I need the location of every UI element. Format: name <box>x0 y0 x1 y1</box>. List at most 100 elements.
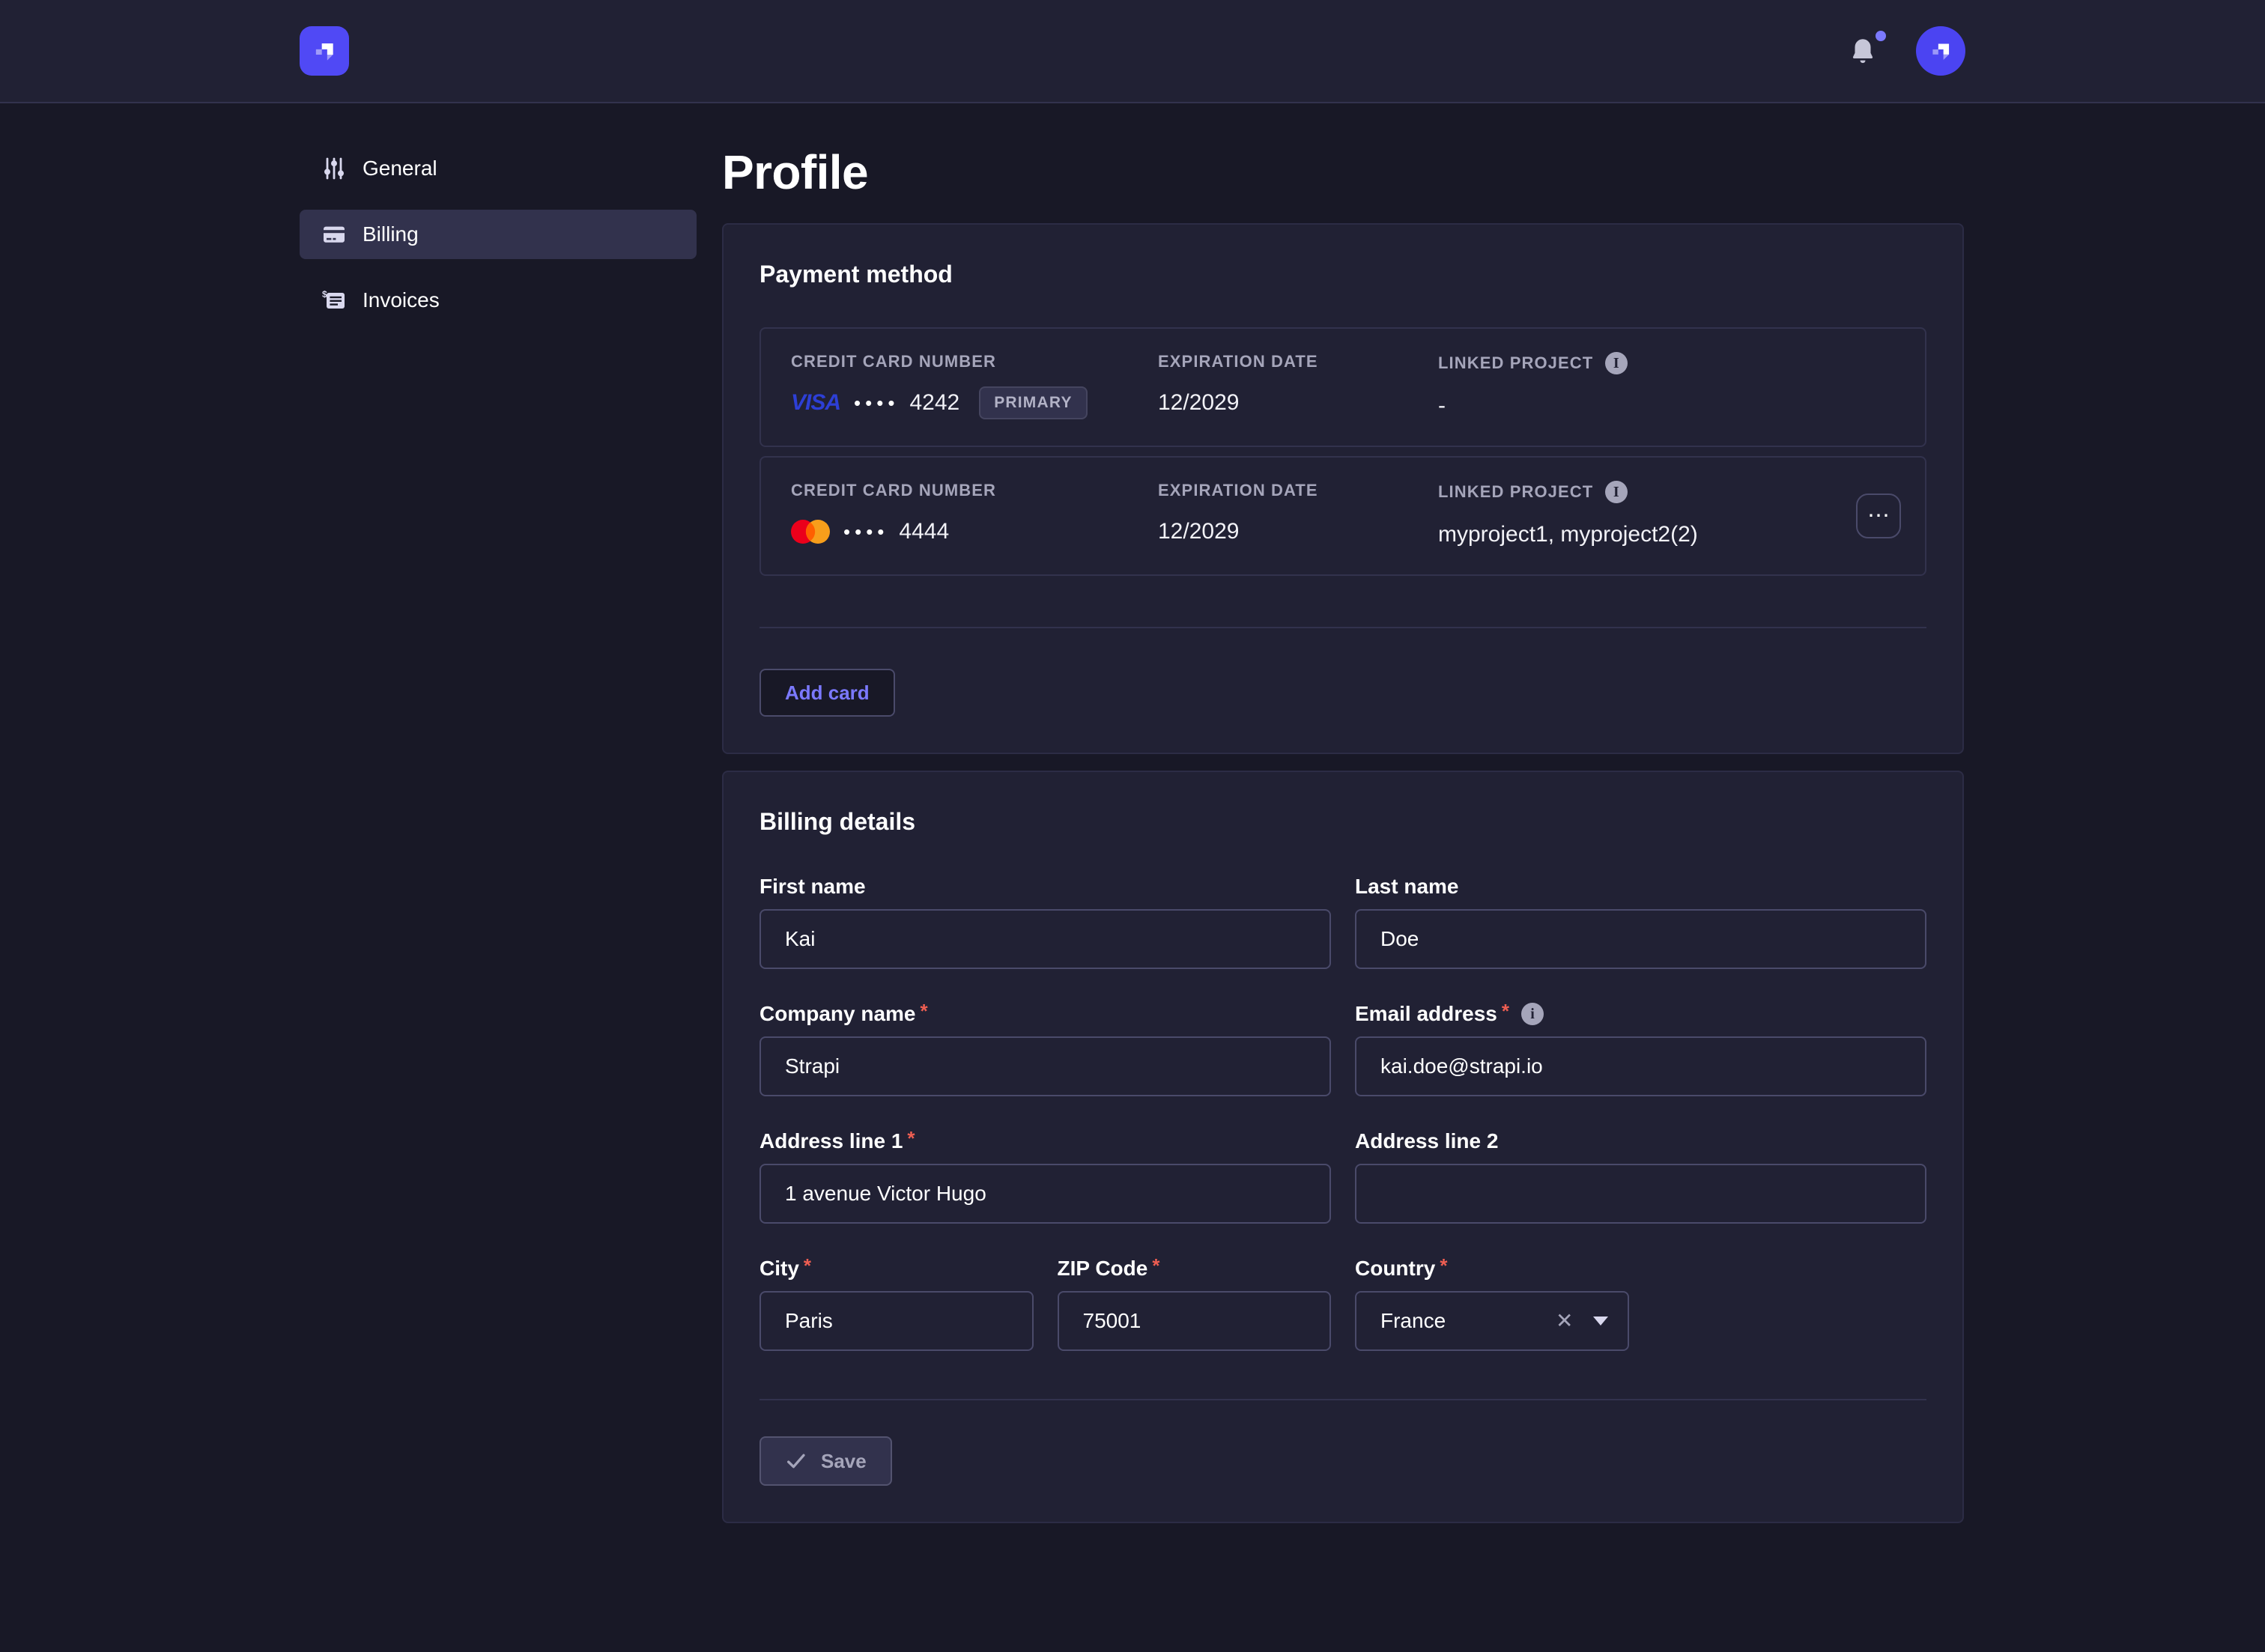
main-layout: General Billing $ <box>0 103 2265 1523</box>
zip-code-input[interactable] <box>1057 1291 1331 1351</box>
expiration-cell: EXPIRATION DATE 12/2029 <box>1158 481 1438 551</box>
card-number-cell: CREDIT CARD NUMBER VISA •••• 4242 PRIMAR… <box>791 352 1158 422</box>
required-mark: * <box>1152 1254 1160 1277</box>
address-line-2-input[interactable] <box>1355 1164 1926 1224</box>
save-label: Save <box>821 1449 867 1472</box>
svg-text:$: $ <box>322 289 327 300</box>
clear-icon[interactable]: ✕ <box>1556 1309 1574 1332</box>
card-menu-button[interactable]: ⋯ <box>1856 494 1901 538</box>
linked-project-value: myproject1, myproject2(2) <box>1438 522 1698 547</box>
primary-badge: PRIMARY <box>979 386 1088 419</box>
visa-logo: VISA <box>791 390 841 415</box>
notification-dot <box>1876 31 1886 41</box>
required-mark: * <box>1440 1254 1448 1277</box>
field-label: Last name <box>1355 875 1459 898</box>
topbar-actions <box>1847 26 1965 76</box>
field-email-address: Email address * i <box>1355 1000 1926 1096</box>
field-city: City * <box>759 1254 1034 1351</box>
top-navbar <box>0 0 2265 103</box>
card-last4: 4444 <box>899 519 950 544</box>
linked-project-cell: LINKED PROJECT i - <box>1438 352 1895 422</box>
invoices-icon: $ <box>322 288 346 312</box>
linked-project-cell: LINKED PROJECT i myproject1, myproject2(… <box>1438 481 1895 551</box>
credit-card-row-visa: CREDIT CARD NUMBER VISA •••• 4242 PRIMAR… <box>759 327 1926 447</box>
content-area: Profile Payment method CREDIT CARD NUMBE… <box>722 144 1964 1523</box>
required-mark: * <box>803 1254 812 1277</box>
card-number-cell: CREDIT CARD NUMBER •••• 4444 <box>791 481 1158 551</box>
sidebar-item-label: General <box>363 157 437 180</box>
first-name-input[interactable] <box>759 909 1331 969</box>
sidebar-item-general[interactable]: General <box>300 144 697 193</box>
required-mark: * <box>907 1127 915 1150</box>
city-input[interactable] <box>759 1291 1034 1351</box>
masked-digits: •••• <box>854 392 900 414</box>
required-mark: * <box>920 1000 928 1022</box>
ellipsis-icon: ⋯ <box>1867 503 1890 528</box>
card-number-label: CREDIT CARD NUMBER <box>791 352 997 371</box>
field-first-name: First name <box>759 875 1331 969</box>
field-last-name: Last name <box>1355 875 1926 969</box>
field-label: First name <box>759 875 866 898</box>
expiration-value: 12/2029 <box>1158 390 1240 415</box>
company-name-input[interactable] <box>759 1036 1331 1096</box>
info-icon[interactable]: i <box>1605 352 1628 374</box>
sidebar-item-invoices[interactable]: $ Invoices <box>300 276 697 325</box>
chevron-down-icon[interactable] <box>1592 1317 1608 1325</box>
sidebar-item-label: Invoices <box>363 288 440 312</box>
add-card-label: Add card <box>785 681 870 704</box>
card-last4: 4242 <box>909 390 960 415</box>
add-card-button[interactable]: Add card <box>759 669 895 717</box>
field-address-line-2: Address line 2 <box>1355 1129 1926 1224</box>
city-zip-country-row: City * ZIP Code * <box>759 1254 1927 1351</box>
strapi-logo-icon <box>309 36 339 66</box>
linked-project-label: LINKED PROJECT <box>1438 482 1594 501</box>
info-icon[interactable]: i <box>1605 481 1628 503</box>
credit-card-row-mastercard: CREDIT CARD NUMBER •••• 4444 <box>759 456 1926 576</box>
save-button[interactable]: Save <box>759 1436 892 1486</box>
check-icon <box>785 1450 807 1472</box>
field-label: Address line 1 <box>759 1129 903 1153</box>
strapi-avatar-icon <box>1926 37 1955 65</box>
last-name-input[interactable] <box>1355 909 1926 969</box>
email-address-input[interactable] <box>1355 1036 1926 1096</box>
linked-project-label: LINKED PROJECT <box>1438 353 1594 372</box>
billing-form: First name Last name Company name * <box>759 875 1926 1351</box>
strapi-logo[interactable] <box>300 26 349 76</box>
notifications-button[interactable] <box>1847 31 1886 67</box>
field-label: ZIP Code <box>1057 1257 1148 1280</box>
field-label: Email address <box>1355 1002 1497 1025</box>
country-combobox[interactable]: France ✕ <box>1355 1291 1629 1351</box>
expiration-label: EXPIRATION DATE <box>1158 352 1318 371</box>
field-country: Country * France ✕ <box>1355 1254 1629 1351</box>
required-mark: * <box>1501 1000 1509 1022</box>
field-label: City <box>759 1257 799 1280</box>
sidebar-item-label: Billing <box>363 222 419 246</box>
address-line-1-input[interactable] <box>759 1164 1331 1224</box>
field-address-line-1: Address line 1 * <box>759 1129 1331 1224</box>
expiration-cell: EXPIRATION DATE 12/2029 <box>1158 352 1438 422</box>
panel-divider <box>759 627 1926 628</box>
settings-sliders-icon <box>322 157 346 180</box>
empty-cell <box>1653 1257 1927 1351</box>
linked-project-value: - <box>1438 393 1446 418</box>
panel-divider <box>759 1399 1926 1400</box>
expiration-label: EXPIRATION DATE <box>1158 481 1318 499</box>
bell-icon <box>1847 35 1879 67</box>
credit-card-icon <box>322 222 346 246</box>
payment-method-heading: Payment method <box>759 261 953 288</box>
sidebar-item-billing[interactable]: Billing <box>300 210 697 259</box>
field-label: Address line 2 <box>1355 1129 1499 1153</box>
card-number-label: CREDIT CARD NUMBER <box>791 481 997 499</box>
masked-digits: •••• <box>843 520 889 543</box>
page-title: Profile <box>722 145 869 199</box>
settings-sidebar: General Billing $ <box>300 144 697 325</box>
field-label: Country <box>1355 1257 1436 1280</box>
avatar[interactable] <box>1916 26 1965 76</box>
billing-details-panel: Billing details First name Last name Com… <box>722 771 1964 1523</box>
info-icon[interactable]: i <box>1521 1003 1544 1025</box>
mastercard-logo <box>791 520 830 544</box>
field-zip-code: ZIP Code * <box>1057 1254 1331 1351</box>
field-company-name: Company name * <box>759 1000 1331 1096</box>
field-label: Company name <box>759 1002 916 1025</box>
